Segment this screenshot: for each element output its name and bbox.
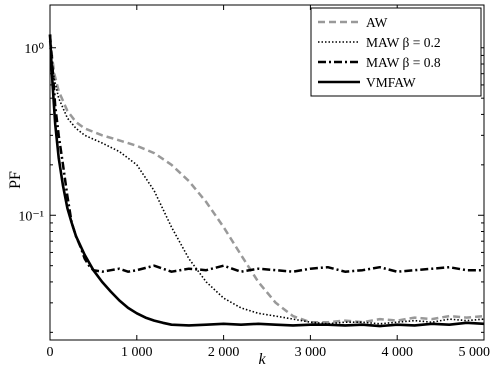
y-tick-label: 10⁰ xyxy=(24,42,44,57)
legend-label-0: AW xyxy=(366,15,388,30)
y-axis-label: PF xyxy=(7,171,24,189)
y-axis: 10⁰ 10⁻¹ xyxy=(18,42,484,333)
x-axis: 0 1 000 2 000 3 000 4 000 5 000 xyxy=(47,5,491,360)
series-line-1 xyxy=(49,47,485,325)
x-tick-label: 3 000 xyxy=(295,345,327,360)
plot-frame xyxy=(49,4,485,341)
series-line-2 xyxy=(48,34,484,273)
series-line-3 xyxy=(48,34,485,328)
y-tick-label: 10⁻¹ xyxy=(18,209,44,224)
x-tick-label: 0 xyxy=(47,345,54,360)
series-layer xyxy=(48,34,485,328)
x-tick-label: 2 000 xyxy=(208,345,240,360)
x-tick-label: 5 000 xyxy=(459,345,491,360)
x-tick-label: 4 000 xyxy=(381,345,413,360)
legend: AW MAW β = 0.2 MAW β = 0.8 VMFAW xyxy=(310,7,482,97)
series-line-0 xyxy=(48,40,485,324)
legend-label-3: VMFAW xyxy=(366,75,416,90)
x-tick-label: 1 000 xyxy=(121,345,153,360)
x-axis-label: k xyxy=(258,351,266,368)
legend-label-1: MAW β = 0.2 xyxy=(366,35,441,50)
legend-label-2: MAW β = 0.8 xyxy=(366,55,441,70)
